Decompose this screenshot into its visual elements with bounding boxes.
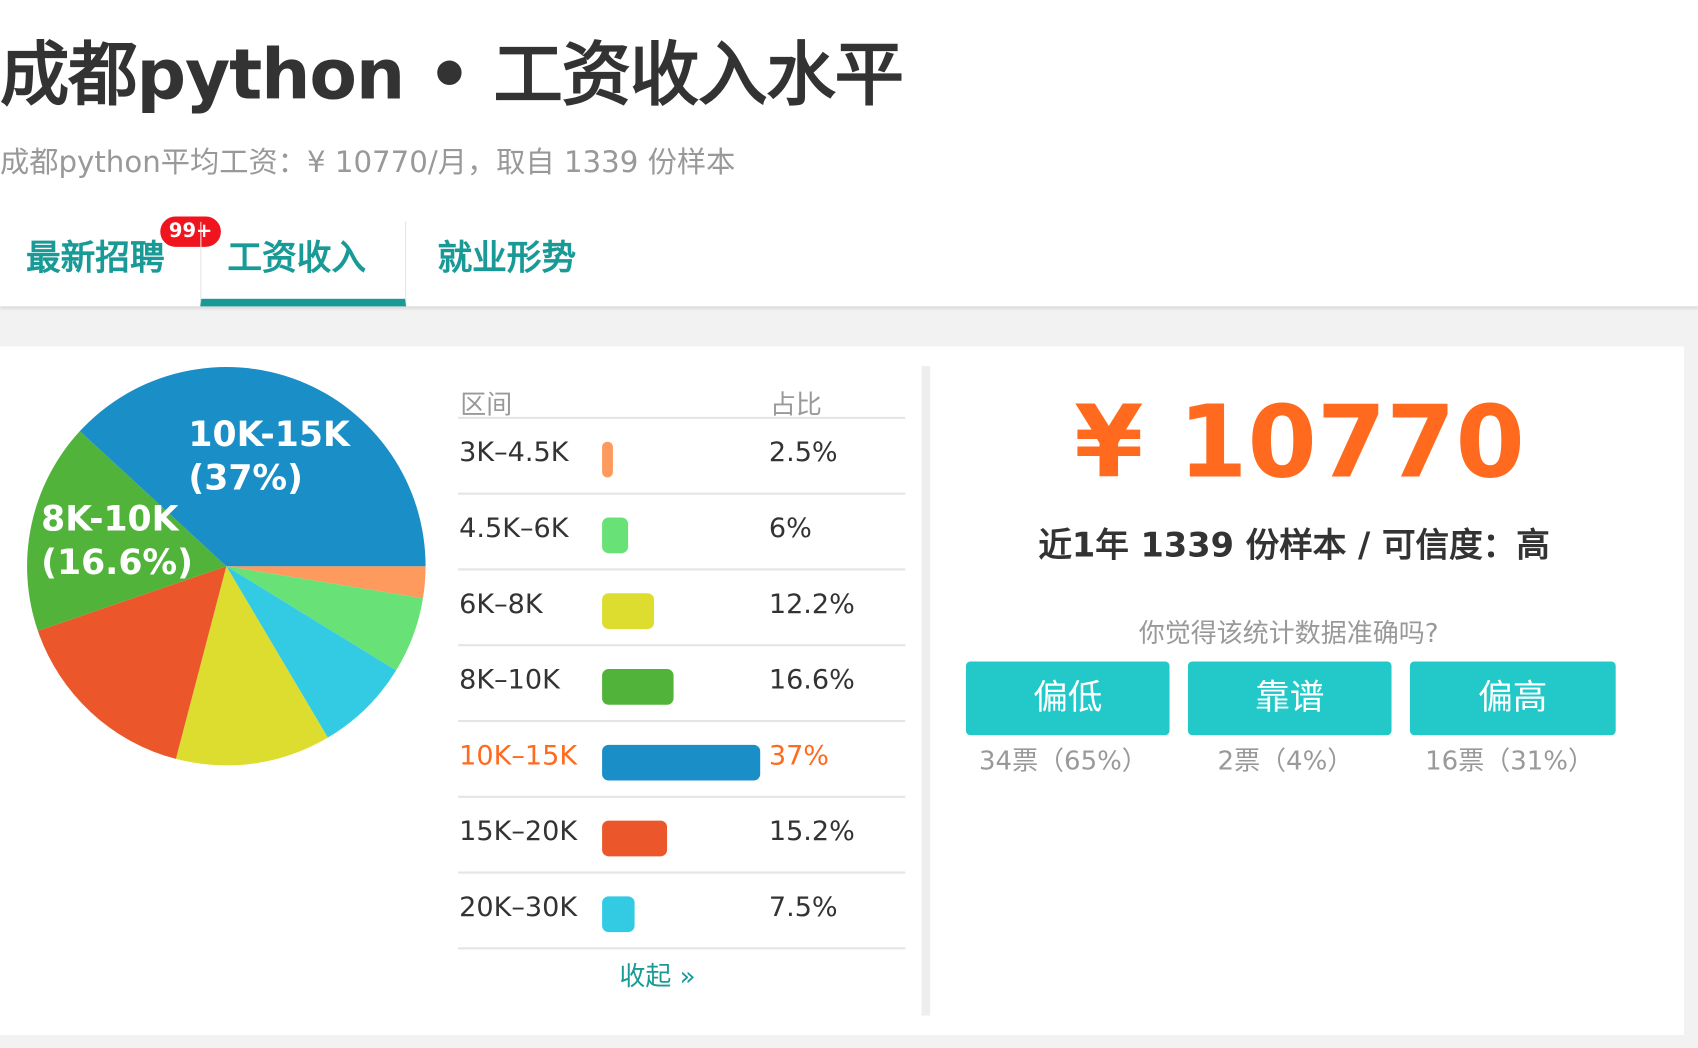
row-bar <box>602 593 655 629</box>
vote-high-count: 16票（31%） <box>1425 745 1594 777</box>
tab-salary[interactable]: 工资收入 <box>200 221 407 307</box>
pie-label-8k-10k: 8K-10K <box>41 499 179 539</box>
row-pct: 16.6% <box>768 663 855 696</box>
row-pct: 6% <box>768 512 812 544</box>
row-pct: 37% <box>768 739 830 771</box>
collapse-link[interactable]: 收起 » <box>619 961 696 992</box>
pie-slice-20K-30K <box>226 566 397 738</box>
pie-slice-4.5K-6K <box>226 566 423 671</box>
row-range: 10K–15K <box>459 739 578 771</box>
row-bar <box>602 517 628 554</box>
pie-label-10k-15k-pct: (37%) <box>188 458 303 498</box>
header: 成都python • 工资收入水平 成都python平均工资：¥ 10770/月… <box>0 0 1698 307</box>
table-row: 20K–30K 7.5% <box>458 874 906 950</box>
row-bar <box>602 896 635 933</box>
vote-low-count: 34票（65%） <box>978 745 1148 777</box>
tab-employment[interactable]: 就业形势 <box>437 237 577 279</box>
row-pct: 12.2% <box>768 587 855 620</box>
salary-table: 区间 占比 3K–4.5K 2.5% 4.5K–6K 6% 6K–8K 12.2% 8… <box>458 366 906 950</box>
page-title: 成都python • 工资收入水平 <box>0 35 904 116</box>
row-bar <box>602 744 761 781</box>
pie-slice-15K-20K <box>37 566 227 759</box>
average-salary: ¥ 10770 <box>1074 384 1525 501</box>
pie-slice-10K-15K <box>79 367 426 567</box>
vote-high-button[interactable]: 偏高 <box>1409 661 1616 736</box>
sample-info: 近1年 1339 份样本 / 可信度：高 <box>1038 526 1550 566</box>
row-range: 6K–8K <box>459 587 543 620</box>
vote-reliable-button[interactable]: 靠谱 <box>1187 661 1392 736</box>
divider <box>921 365 931 1016</box>
pie-label-8k-10k-pct: (16.6%) <box>41 543 193 583</box>
row-bar <box>602 669 674 705</box>
header-pct: 占比 <box>769 389 822 421</box>
vote-low-button[interactable]: 偏低 <box>965 661 1170 736</box>
tab-latest-jobs[interactable]: 最新招聘 <box>25 237 165 279</box>
pie-slice-8K-10K <box>27 431 227 631</box>
pie-label-10k-15k: 10K-15K <box>188 415 351 455</box>
row-range: 8K–10K <box>459 663 560 696</box>
row-pct: 7.5% <box>768 890 838 923</box>
table-row: 3K–4.5K 2.5% <box>458 419 906 495</box>
salary-pie-chart: 10K-15K (37%) 8K-10K (16.6%) <box>27 367 426 766</box>
pie-slice-6K-8K <box>175 566 328 766</box>
accuracy-question: 你觉得该统计数据准确吗? <box>1138 618 1439 649</box>
row-bar <box>602 441 613 478</box>
row-range: 4.5K–6K <box>459 512 569 544</box>
table-row: 6K–8K 12.2% <box>458 571 906 647</box>
row-pct: 2.5% <box>768 436 838 468</box>
vote-reliable-count: 2票（4%） <box>1217 745 1354 777</box>
row-range: 20K–30K <box>459 890 578 923</box>
row-range: 3K–4.5K <box>459 436 569 468</box>
table-row: 10K–15K 37% <box>458 722 906 798</box>
row-bar <box>602 820 668 857</box>
table-row: 8K–10K 16.6% <box>458 646 906 723</box>
table-row: 4.5K–6K 6% <box>458 495 906 571</box>
count-badge: 99+ <box>160 216 222 247</box>
table-row: 15K–20K 15.2% <box>458 798 906 874</box>
row-range: 15K–20K <box>459 815 578 847</box>
pie-slice-3K-4.5K <box>226 566 426 599</box>
row-pct: 15.2% <box>768 815 855 847</box>
header-range: 区间 <box>460 389 513 421</box>
page-subtitle: 成都python平均工资：¥ 10770/月，取自 1339 份样本 <box>0 146 736 180</box>
table-header: 区间 占比 <box>458 366 906 421</box>
